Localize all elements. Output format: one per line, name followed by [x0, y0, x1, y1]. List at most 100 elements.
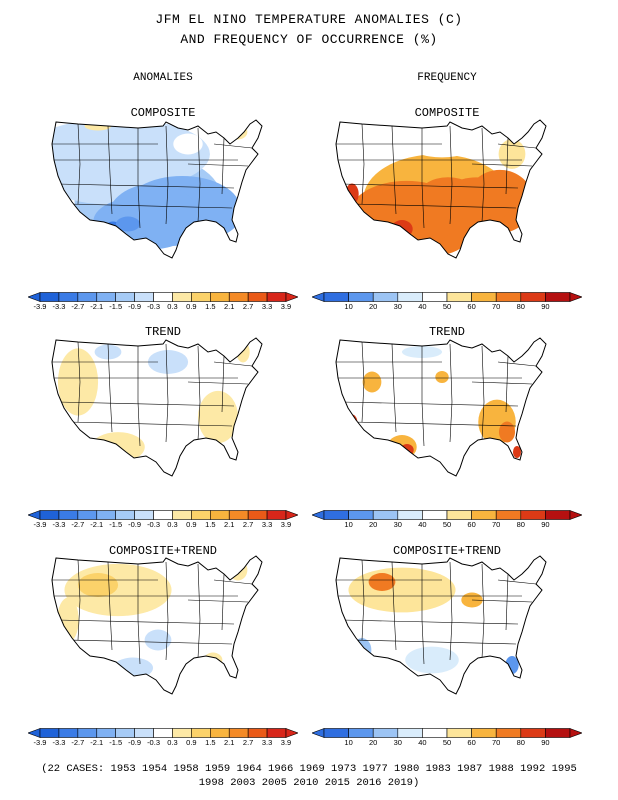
colorbar-arrow-left: [312, 510, 325, 520]
state-border: [351, 639, 517, 645]
map-shading: [391, 220, 413, 238]
state-border: [221, 137, 225, 195]
map-shading: [512, 446, 522, 458]
colorbar-tick-label: -0.3: [147, 302, 160, 311]
state-border: [351, 421, 517, 427]
state-border: [213, 579, 253, 585]
panel-label-anomaly-composite-trend: COMPOSITE+TREND: [108, 544, 218, 558]
colorbar-tick-label: -2.1: [90, 738, 104, 747]
map-shading: [498, 139, 526, 169]
colorbar-tick-label: 40: [418, 520, 427, 529]
colorbar-swatch: [495, 728, 522, 738]
colorbar-swatch: [397, 510, 423, 520]
map-shading: [498, 421, 516, 443]
colorbar-swatch: [228, 510, 249, 520]
colorbar-swatch: [134, 728, 154, 738]
colorbar-arrow-right: [569, 728, 582, 738]
colorbar-swatch: [39, 292, 60, 302]
state-border: [341, 401, 519, 407]
colorbar-arrow-right: [285, 728, 298, 738]
colorbar-tick-label: 0.9: [186, 520, 197, 529]
colorbar-swatch: [323, 292, 349, 302]
map-shading: [144, 629, 172, 651]
colorbar-tick-label: 90: [541, 738, 550, 747]
state-border: [187, 599, 249, 603]
state-border: [197, 345, 201, 441]
colorbar-swatch: [446, 292, 472, 302]
colorbar-swatch: [422, 728, 448, 738]
country-outline: [51, 119, 263, 259]
colorbar-tick-label: 50: [442, 520, 452, 529]
colorbar-swatch: [96, 292, 116, 302]
state-border: [341, 183, 519, 189]
state-border: [421, 564, 425, 665]
state-border: [137, 128, 141, 229]
panel-label-frequency-composite-trend: COMPOSITE+TREND: [392, 544, 502, 558]
colorbar-arrow-left: [312, 292, 325, 302]
colorbar-tick-label: 2.7: [242, 738, 254, 747]
state-border: [471, 599, 533, 603]
colorbar-swatch: [228, 292, 249, 302]
country-outline: [51, 337, 263, 477]
colorbar-swatch: [96, 728, 116, 738]
state-border: [107, 561, 113, 651]
state-border: [481, 563, 485, 659]
state-border: [67, 639, 233, 645]
colorbar-tick-label: 1.5: [205, 520, 216, 529]
colorbar-tick-label: 60: [467, 520, 476, 529]
colorbar-tick-label: 0.3: [167, 302, 178, 311]
colorbar-tick-label: -3.3: [52, 302, 66, 311]
colorbar-tick-label: 1.5: [205, 302, 216, 311]
map-frequency-trend: [322, 322, 572, 492]
colorbar-frequency-2: 10 20 30 40 50 60 70 80 90: [312, 510, 582, 534]
colorbar-tick-label: 10: [344, 302, 353, 311]
colorbar-tick-label: -0.3: [147, 738, 160, 747]
colorbar-tick-label: -3.9: [33, 738, 47, 747]
colorbar-swatch: [58, 510, 79, 520]
colorbar-arrow-left: [312, 728, 325, 738]
column-heading-anomalies: ANOMALIES: [133, 72, 193, 84]
map-shading: [362, 371, 382, 393]
colorbar-tick-label: 3.3: [261, 520, 273, 529]
state-border: [497, 143, 537, 149]
state-border: [391, 343, 397, 433]
map-shading: [348, 567, 456, 613]
colorbar-arrow-left: [28, 292, 41, 302]
map-shading: [173, 133, 203, 155]
colorbar-tick-label: 70: [492, 520, 501, 529]
colorbar-tick-label: 0.9: [186, 302, 197, 311]
map-shading: [349, 180, 464, 246]
colorbar-tick-label: -0.9: [128, 520, 142, 529]
colorbar-arrow-right: [285, 292, 298, 302]
colorbar-swatch: [115, 510, 135, 520]
colorbar-tick-label: 40: [418, 302, 427, 311]
colorbar-swatch: [96, 510, 116, 520]
colorbar-swatch: [115, 292, 135, 302]
colorbar-tick-label: 80: [516, 738, 525, 747]
country-outline: [335, 555, 547, 695]
colorbar-swatch: [191, 728, 211, 738]
colorbar-arrow-left: [28, 510, 41, 520]
colorbar-tick-label: 40: [418, 738, 427, 747]
colorbar-tick-label: 20: [369, 302, 378, 311]
colorbar-tick-label: 1.5: [205, 738, 216, 747]
map-shading: [57, 348, 99, 416]
colorbar-swatch: [520, 510, 546, 520]
colorbar-swatch: [323, 510, 349, 520]
colorbar-anomaly-1: -3.9 -3.3 -2.7 -2.1 -1.5 -0.9 -0.3 0.3 0.9 1.5 2.1…: [28, 292, 298, 316]
map-shading: [115, 216, 141, 232]
colorbar-swatch: [58, 292, 79, 302]
colorbar-tick-label: 60: [467, 738, 476, 747]
state-border: [449, 561, 453, 661]
state-border: [197, 563, 201, 659]
map-shading: [345, 183, 359, 205]
state-border: [137, 346, 141, 447]
colorbar-swatch: [446, 728, 472, 738]
state-border: [361, 123, 365, 205]
state-border: [57, 619, 235, 625]
colorbar-tick-label: 20: [369, 520, 378, 529]
colorbar-tick-label: 80: [516, 520, 525, 529]
state-border: [481, 345, 485, 441]
colorbar-swatch: [397, 292, 423, 302]
map-shading: [405, 646, 459, 674]
